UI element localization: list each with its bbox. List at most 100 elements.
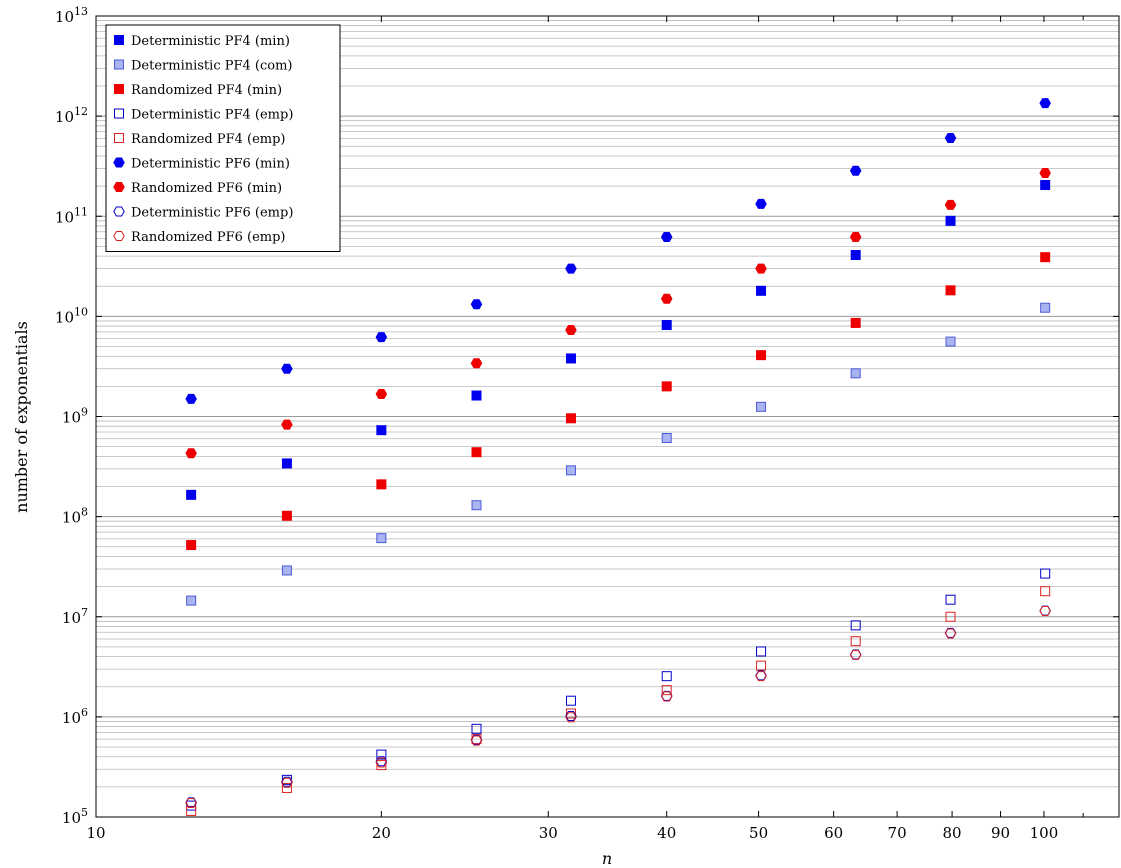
data-point	[565, 711, 577, 722]
y-tick-label: 107	[62, 606, 88, 627]
data-point	[945, 336, 956, 347]
data-point	[281, 782, 292, 793]
data-point	[850, 620, 861, 631]
data-point	[945, 611, 956, 622]
legend-marker	[114, 84, 124, 94]
data-point	[281, 419, 293, 430]
data-point	[565, 263, 577, 274]
data-point	[470, 735, 483, 746]
data-point	[849, 232, 862, 243]
legend-marker	[114, 133, 124, 143]
data-point	[756, 646, 767, 657]
data-point	[565, 465, 576, 476]
x-tick-label: 20	[372, 824, 391, 842]
y-axis-label: number of exponentials	[12, 321, 31, 513]
x-tick-label: 70	[888, 824, 907, 842]
data-point	[944, 628, 957, 639]
data-point	[375, 332, 388, 343]
y-tick-label: 1010	[55, 305, 88, 326]
legend-marker	[114, 35, 124, 45]
data-point	[755, 198, 767, 209]
data-point	[756, 660, 767, 671]
legend-marker	[113, 231, 125, 241]
x-tick-label: 100	[1030, 824, 1059, 842]
data-point	[1040, 180, 1051, 191]
y-tick-label: 108	[62, 506, 88, 527]
series-4	[186, 586, 1051, 816]
data-point	[186, 595, 197, 606]
data-point	[849, 165, 862, 176]
data-point	[849, 649, 862, 660]
data-points	[185, 98, 1051, 816]
y-tick-label: 106	[62, 706, 88, 727]
series-6	[185, 168, 1051, 459]
y-tick-label: 1011	[55, 205, 88, 226]
series-8	[185, 606, 1051, 808]
series-1	[186, 302, 1051, 606]
legend-label: Deterministic PF4 (emp)	[131, 108, 293, 123]
legend-label: Deterministic PF4 (com)	[131, 59, 292, 74]
data-point	[470, 358, 483, 369]
data-point	[375, 756, 388, 767]
data-point	[375, 757, 388, 768]
data-point	[1039, 606, 1051, 617]
legend-label: Deterministic PF6 (min)	[131, 157, 290, 172]
data-point	[281, 565, 292, 576]
data-point	[945, 285, 956, 296]
data-point	[944, 132, 957, 143]
data-point	[376, 479, 387, 490]
data-point	[661, 671, 672, 682]
legend-marker	[114, 59, 124, 70]
data-point	[756, 350, 767, 361]
data-point	[1040, 568, 1051, 579]
x-tick-label: 60	[824, 824, 843, 842]
data-point	[661, 381, 672, 392]
series-0	[186, 180, 1051, 500]
series-5	[185, 98, 1051, 404]
data-point	[186, 489, 197, 500]
data-point	[660, 691, 673, 702]
data-point	[1039, 168, 1051, 179]
x-tick-label: 10	[86, 824, 105, 842]
x-tick-label: 90	[991, 824, 1010, 842]
data-point	[471, 390, 482, 401]
data-point	[565, 712, 577, 723]
data-point	[565, 708, 576, 719]
data-point	[471, 447, 482, 458]
legend-marker	[113, 206, 125, 217]
data-point	[755, 263, 767, 274]
data-point	[850, 368, 861, 379]
data-point	[756, 401, 767, 412]
data-point	[944, 199, 957, 210]
data-point	[376, 749, 387, 760]
series-2	[186, 252, 1051, 551]
x-tick-label: 80	[943, 824, 962, 842]
legend-label: Deterministic PF6 (emp)	[131, 206, 293, 221]
y-tick-label: 1013	[55, 5, 88, 26]
data-point	[756, 285, 767, 296]
data-point	[281, 777, 293, 788]
data-point	[1040, 302, 1051, 313]
data-point	[565, 413, 576, 424]
data-point	[186, 800, 197, 811]
data-point	[375, 388, 388, 399]
data-point	[945, 594, 956, 605]
data-point	[850, 250, 861, 261]
x-axis-label: n	[602, 849, 612, 868]
y-tick-label: 1012	[55, 105, 88, 126]
data-point	[186, 540, 197, 551]
data-point	[185, 797, 197, 808]
data-point	[660, 293, 673, 304]
legend-box	[105, 24, 341, 252]
legend-label: Randomized PF4 (emp)	[131, 132, 286, 147]
data-point	[661, 320, 672, 331]
legend-marker	[114, 108, 124, 119]
data-point	[185, 448, 197, 459]
legend-label: Randomized PF6 (min)	[131, 181, 282, 196]
data-point	[755, 671, 767, 682]
legend-label: Deterministic PF4 (min)	[131, 34, 290, 49]
data-point	[565, 695, 576, 706]
x-tick-label: 30	[539, 824, 558, 842]
y-tick-label: 105	[62, 806, 88, 827]
